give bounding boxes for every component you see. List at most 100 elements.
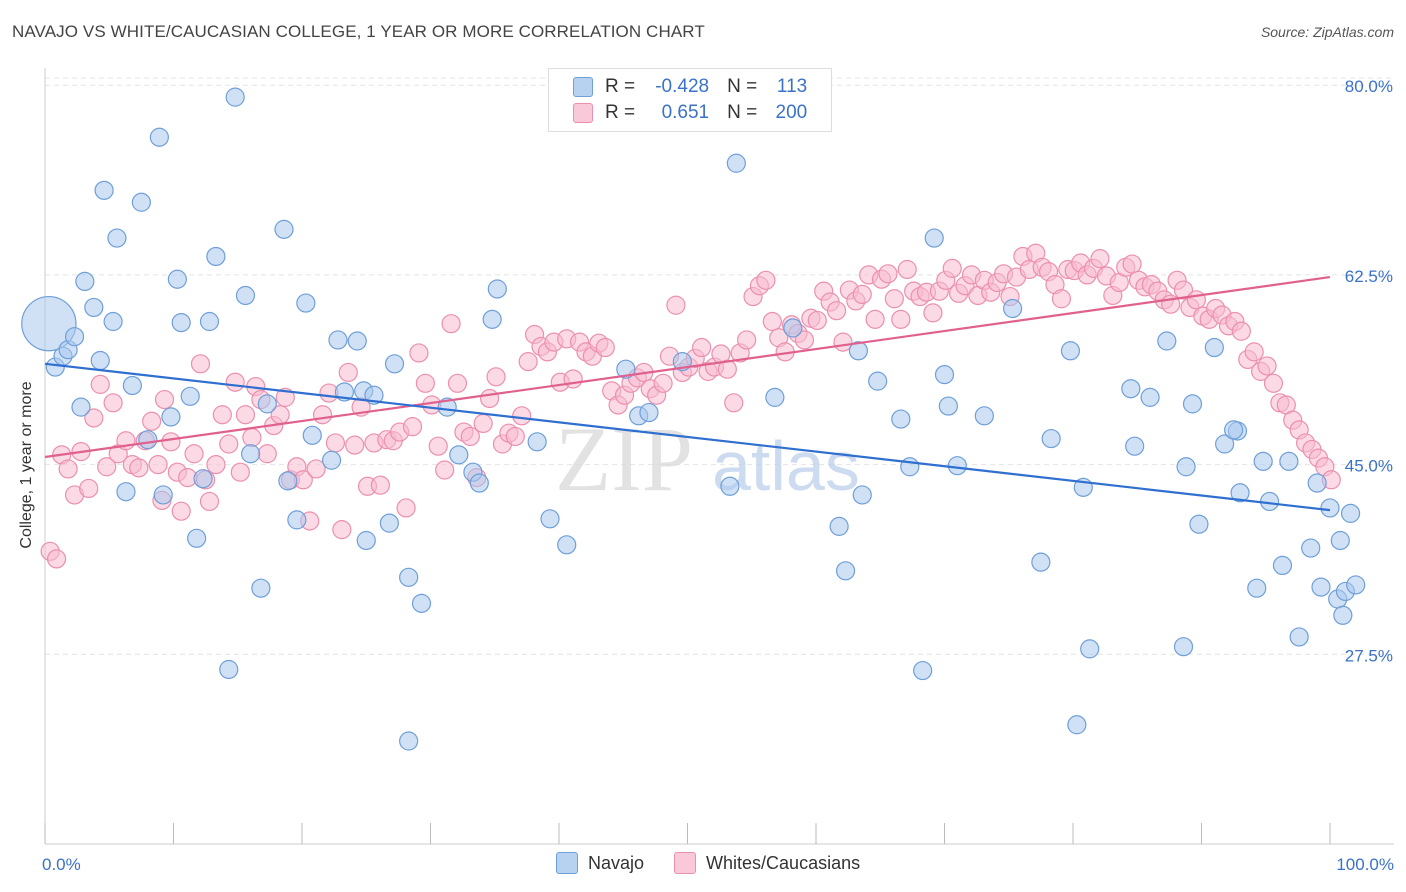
point-whites-caucasians xyxy=(653,373,673,393)
point-whites-caucasians xyxy=(332,520,352,540)
point-navajo xyxy=(122,375,142,396)
r-value-navajo: -0.428 xyxy=(655,76,710,97)
point-whites-caucasians xyxy=(794,330,815,350)
trend-lines xyxy=(44,275,1331,512)
point-navajo xyxy=(103,311,123,332)
point-navajo xyxy=(94,180,114,200)
point-navajo xyxy=(1346,575,1366,595)
point-whites-caucasians xyxy=(1263,373,1284,393)
point-whites-caucasians xyxy=(235,405,256,425)
point-navajo xyxy=(469,473,489,493)
point-navajo xyxy=(1067,715,1087,735)
series-whites-caucasians-points xyxy=(40,243,1341,569)
point-whites-caucasians xyxy=(717,359,737,379)
point-navajo xyxy=(1272,555,1293,576)
point-navajo xyxy=(1320,498,1340,518)
whites-legend-swatch xyxy=(674,852,697,874)
point-navajo xyxy=(868,371,888,391)
point-navajo xyxy=(1041,428,1061,449)
point-whites-caucasians xyxy=(595,337,615,358)
point-whites-caucasians xyxy=(505,426,525,447)
point-navajo xyxy=(1173,637,1194,657)
point-whites-caucasians xyxy=(84,408,104,428)
point-whites-caucasians xyxy=(865,309,885,329)
point-whites-caucasians xyxy=(58,459,78,479)
point-navajo xyxy=(235,285,256,306)
navajo-swatch xyxy=(573,77,593,97)
point-whites-caucasians xyxy=(306,459,326,479)
point-navajo xyxy=(639,402,659,423)
point-whites-caucasians xyxy=(345,435,365,455)
point-navajo xyxy=(720,476,740,496)
point-whites-caucasians xyxy=(103,393,123,413)
point-navajo xyxy=(891,409,911,429)
point-whites-caucasians xyxy=(402,417,423,437)
point-whites-caucasians xyxy=(441,314,461,334)
point-navajo xyxy=(287,510,307,530)
point-whites-caucasians xyxy=(242,427,262,448)
y-tick-label: 45.0% xyxy=(1345,457,1393,476)
point-navajo xyxy=(1253,451,1273,471)
point-whites-caucasians xyxy=(435,460,455,480)
point-whites-caucasians xyxy=(480,388,500,409)
point-whites-caucasians xyxy=(275,387,295,407)
y-tick-label: 80.0% xyxy=(1345,77,1393,96)
series-navajo-points xyxy=(21,87,1366,751)
point-whites-caucasians xyxy=(312,405,333,425)
point-navajo xyxy=(1279,451,1299,471)
point-navajo xyxy=(384,354,405,374)
point-whites-caucasians xyxy=(190,354,211,374)
point-whites-caucasians xyxy=(79,478,99,499)
point-whites-caucasians xyxy=(1231,321,1251,341)
point-navajo xyxy=(1289,627,1309,647)
point-navajo xyxy=(1031,552,1051,572)
point-navajo xyxy=(153,485,173,505)
point-whites-caucasians xyxy=(325,433,346,453)
point-whites-caucasians xyxy=(692,337,712,358)
point-whites-caucasians xyxy=(724,393,744,413)
tick-labels: 80.0% 62.5% 45.0% 27.5% 0.0% 100.0% xyxy=(42,77,1394,874)
point-navajo xyxy=(1247,578,1267,598)
point-navajo xyxy=(347,331,367,351)
point-navajo xyxy=(1140,387,1160,407)
point-navajo xyxy=(835,561,856,581)
point-navajo xyxy=(187,528,207,548)
point-navajo xyxy=(161,407,181,427)
point-navajo xyxy=(138,430,158,450)
source-credit: Source: ZipAtlas.com xyxy=(1260,24,1394,40)
point-whites-caucasians xyxy=(518,352,538,372)
point-navajo xyxy=(171,312,191,333)
point-navajo xyxy=(149,127,169,147)
point-navajo xyxy=(278,471,298,491)
point-whites-caucasians xyxy=(370,475,390,495)
point-navajo xyxy=(449,445,469,465)
point-navajo xyxy=(482,309,502,329)
point-navajo xyxy=(557,535,577,555)
point-navajo xyxy=(783,318,803,338)
point-whites-caucasians xyxy=(826,301,847,321)
point-navajo xyxy=(1003,298,1023,319)
point-navajo xyxy=(765,387,785,407)
point-whites-caucasians xyxy=(97,457,117,477)
point-whites-caucasians xyxy=(148,455,168,475)
point-navajo xyxy=(90,350,110,371)
navajo-legend-swatch xyxy=(556,852,578,874)
point-navajo xyxy=(107,228,127,248)
point-navajo xyxy=(947,456,967,476)
point-navajo xyxy=(356,530,376,551)
y-tick-label: 27.5% xyxy=(1345,646,1393,665)
point-navajo xyxy=(974,406,994,426)
point-navajo xyxy=(193,469,213,489)
point-navajo xyxy=(1333,605,1353,625)
whites-swatch xyxy=(573,103,593,123)
point-navajo xyxy=(829,516,849,536)
point-navajo xyxy=(131,192,151,212)
n-label: N = xyxy=(727,76,758,97)
point-navajo xyxy=(852,485,872,505)
legend-row-whites: R = 0.651 N = 200 xyxy=(573,101,807,125)
point-whites-caucasians xyxy=(852,284,872,305)
point-whites-caucasians xyxy=(184,444,204,464)
legend-item-navajo: Navajo xyxy=(556,852,644,874)
point-navajo xyxy=(1230,483,1250,503)
point-navajo xyxy=(540,509,560,529)
